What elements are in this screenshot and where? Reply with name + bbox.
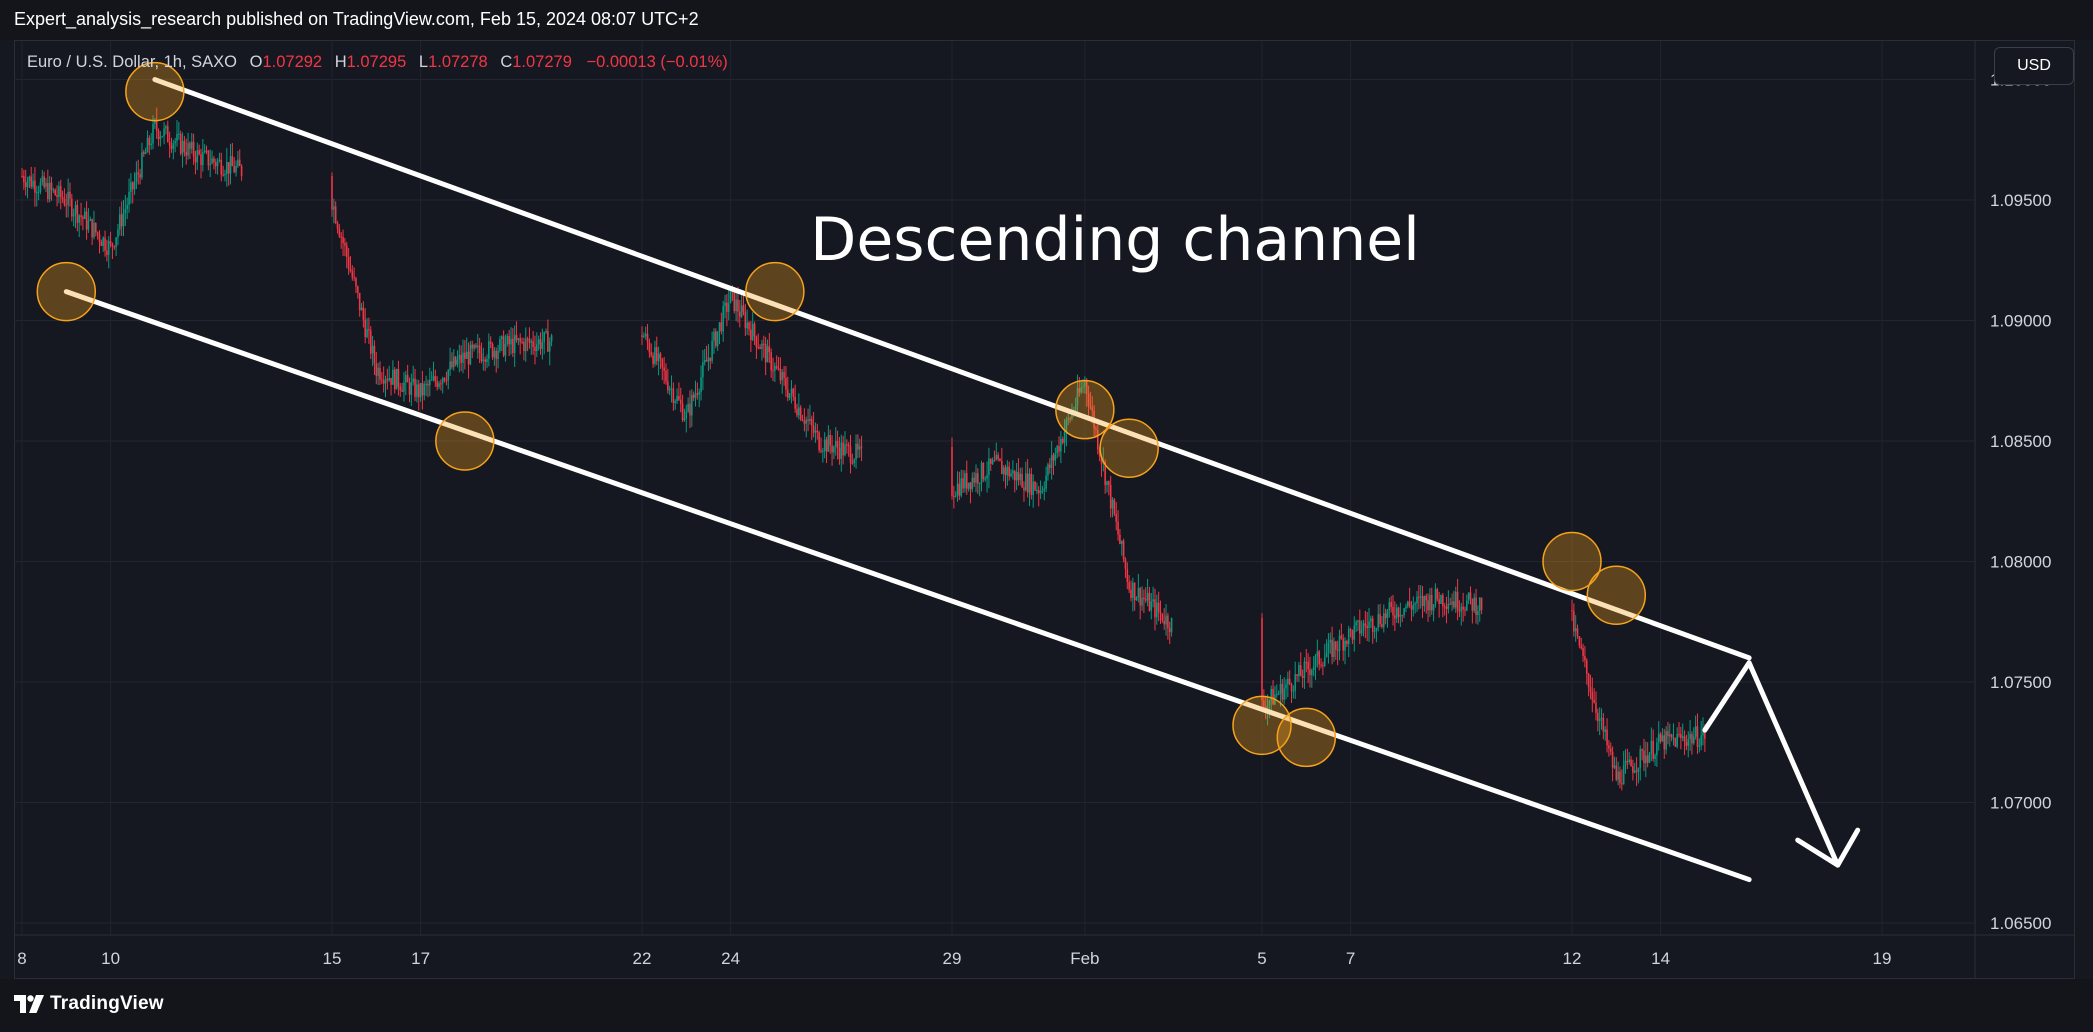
high-label: H [334, 53, 347, 71]
tradingview-icon [14, 995, 44, 1013]
publisher-text: Expert_analysis_research published on Tr… [14, 9, 699, 29]
tradingview-logo[interactable]: TradingView [14, 993, 164, 1015]
tradingview-wordmark: TradingView [50, 993, 164, 1014]
open-label: O [249, 53, 263, 71]
symbol-legend: Euro / U.S. Dollar, 1h, SAXO O1.07292 H1… [27, 53, 728, 72]
chart-pane[interactable] [14, 40, 2075, 979]
low-value: 1.07278 [428, 53, 488, 71]
footer-bar [0, 979, 2093, 1032]
close-label: C [500, 53, 513, 71]
low-label: L [418, 53, 429, 71]
currency-button[interactable]: USD [1994, 47, 2074, 85]
open-value: 1.07292 [262, 53, 323, 71]
symbol-name: Euro / U.S. Dollar, 1h, SAXO [27, 53, 238, 71]
high-value: 1.07295 [346, 53, 407, 71]
close-value: 1.07279 [512, 53, 572, 71]
top-bar: Expert_analysis_research published on Tr… [0, 0, 2093, 40]
price-change: −0.00013 (−0.01%) [586, 53, 728, 71]
